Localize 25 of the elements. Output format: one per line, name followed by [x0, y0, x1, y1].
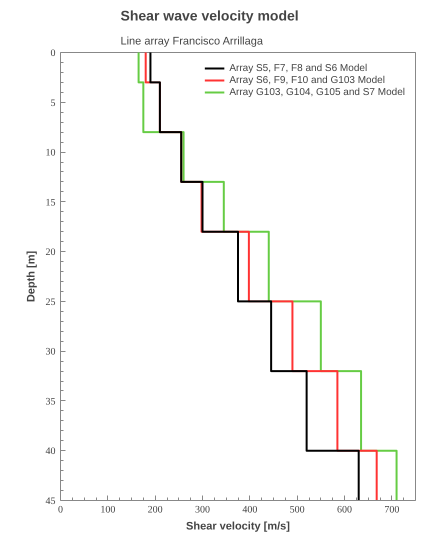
- legend-label: Array S6, F9, F10 and G103 Model: [229, 74, 385, 86]
- y-tick-label: 0: [50, 48, 56, 59]
- y-axis-title: Depth [m]: [26, 250, 38, 302]
- y-tick-label: 15: [46, 197, 56, 208]
- y-tick-label: 35: [46, 396, 56, 408]
- legend-label: Array G103, G104, G105 and S7 Model: [229, 86, 405, 98]
- y-tick-label: 20: [46, 247, 56, 258]
- x-tick-label: 100: [100, 504, 116, 516]
- x-tick-label: 300: [195, 504, 210, 516]
- y-tick-label: 5: [50, 98, 56, 109]
- chart-title: Shear wave velocity model: [120, 8, 299, 24]
- x-tick-label: 0: [58, 504, 63, 516]
- chart-subtitle: Line array Francisco Arrillaga: [120, 36, 264, 48]
- x-tick-label: 400: [242, 504, 258, 516]
- y-tick-label: 40: [46, 446, 56, 458]
- y-tick-label: 45: [46, 496, 56, 507]
- x-tick-label: 700: [384, 504, 400, 516]
- y-tick-label: 10: [46, 148, 56, 159]
- x-tick-label: 500: [290, 504, 305, 516]
- x-tick-label: 600: [337, 504, 352, 516]
- x-axis-title: Shear velocity [m/s]: [186, 520, 290, 532]
- x-tick-label: 200: [148, 504, 163, 516]
- y-tick-label: 30: [46, 346, 56, 358]
- y-tick-label: 25: [46, 296, 56, 308]
- legend-label: Array S5, F7, F8 and S6 Model: [229, 62, 368, 74]
